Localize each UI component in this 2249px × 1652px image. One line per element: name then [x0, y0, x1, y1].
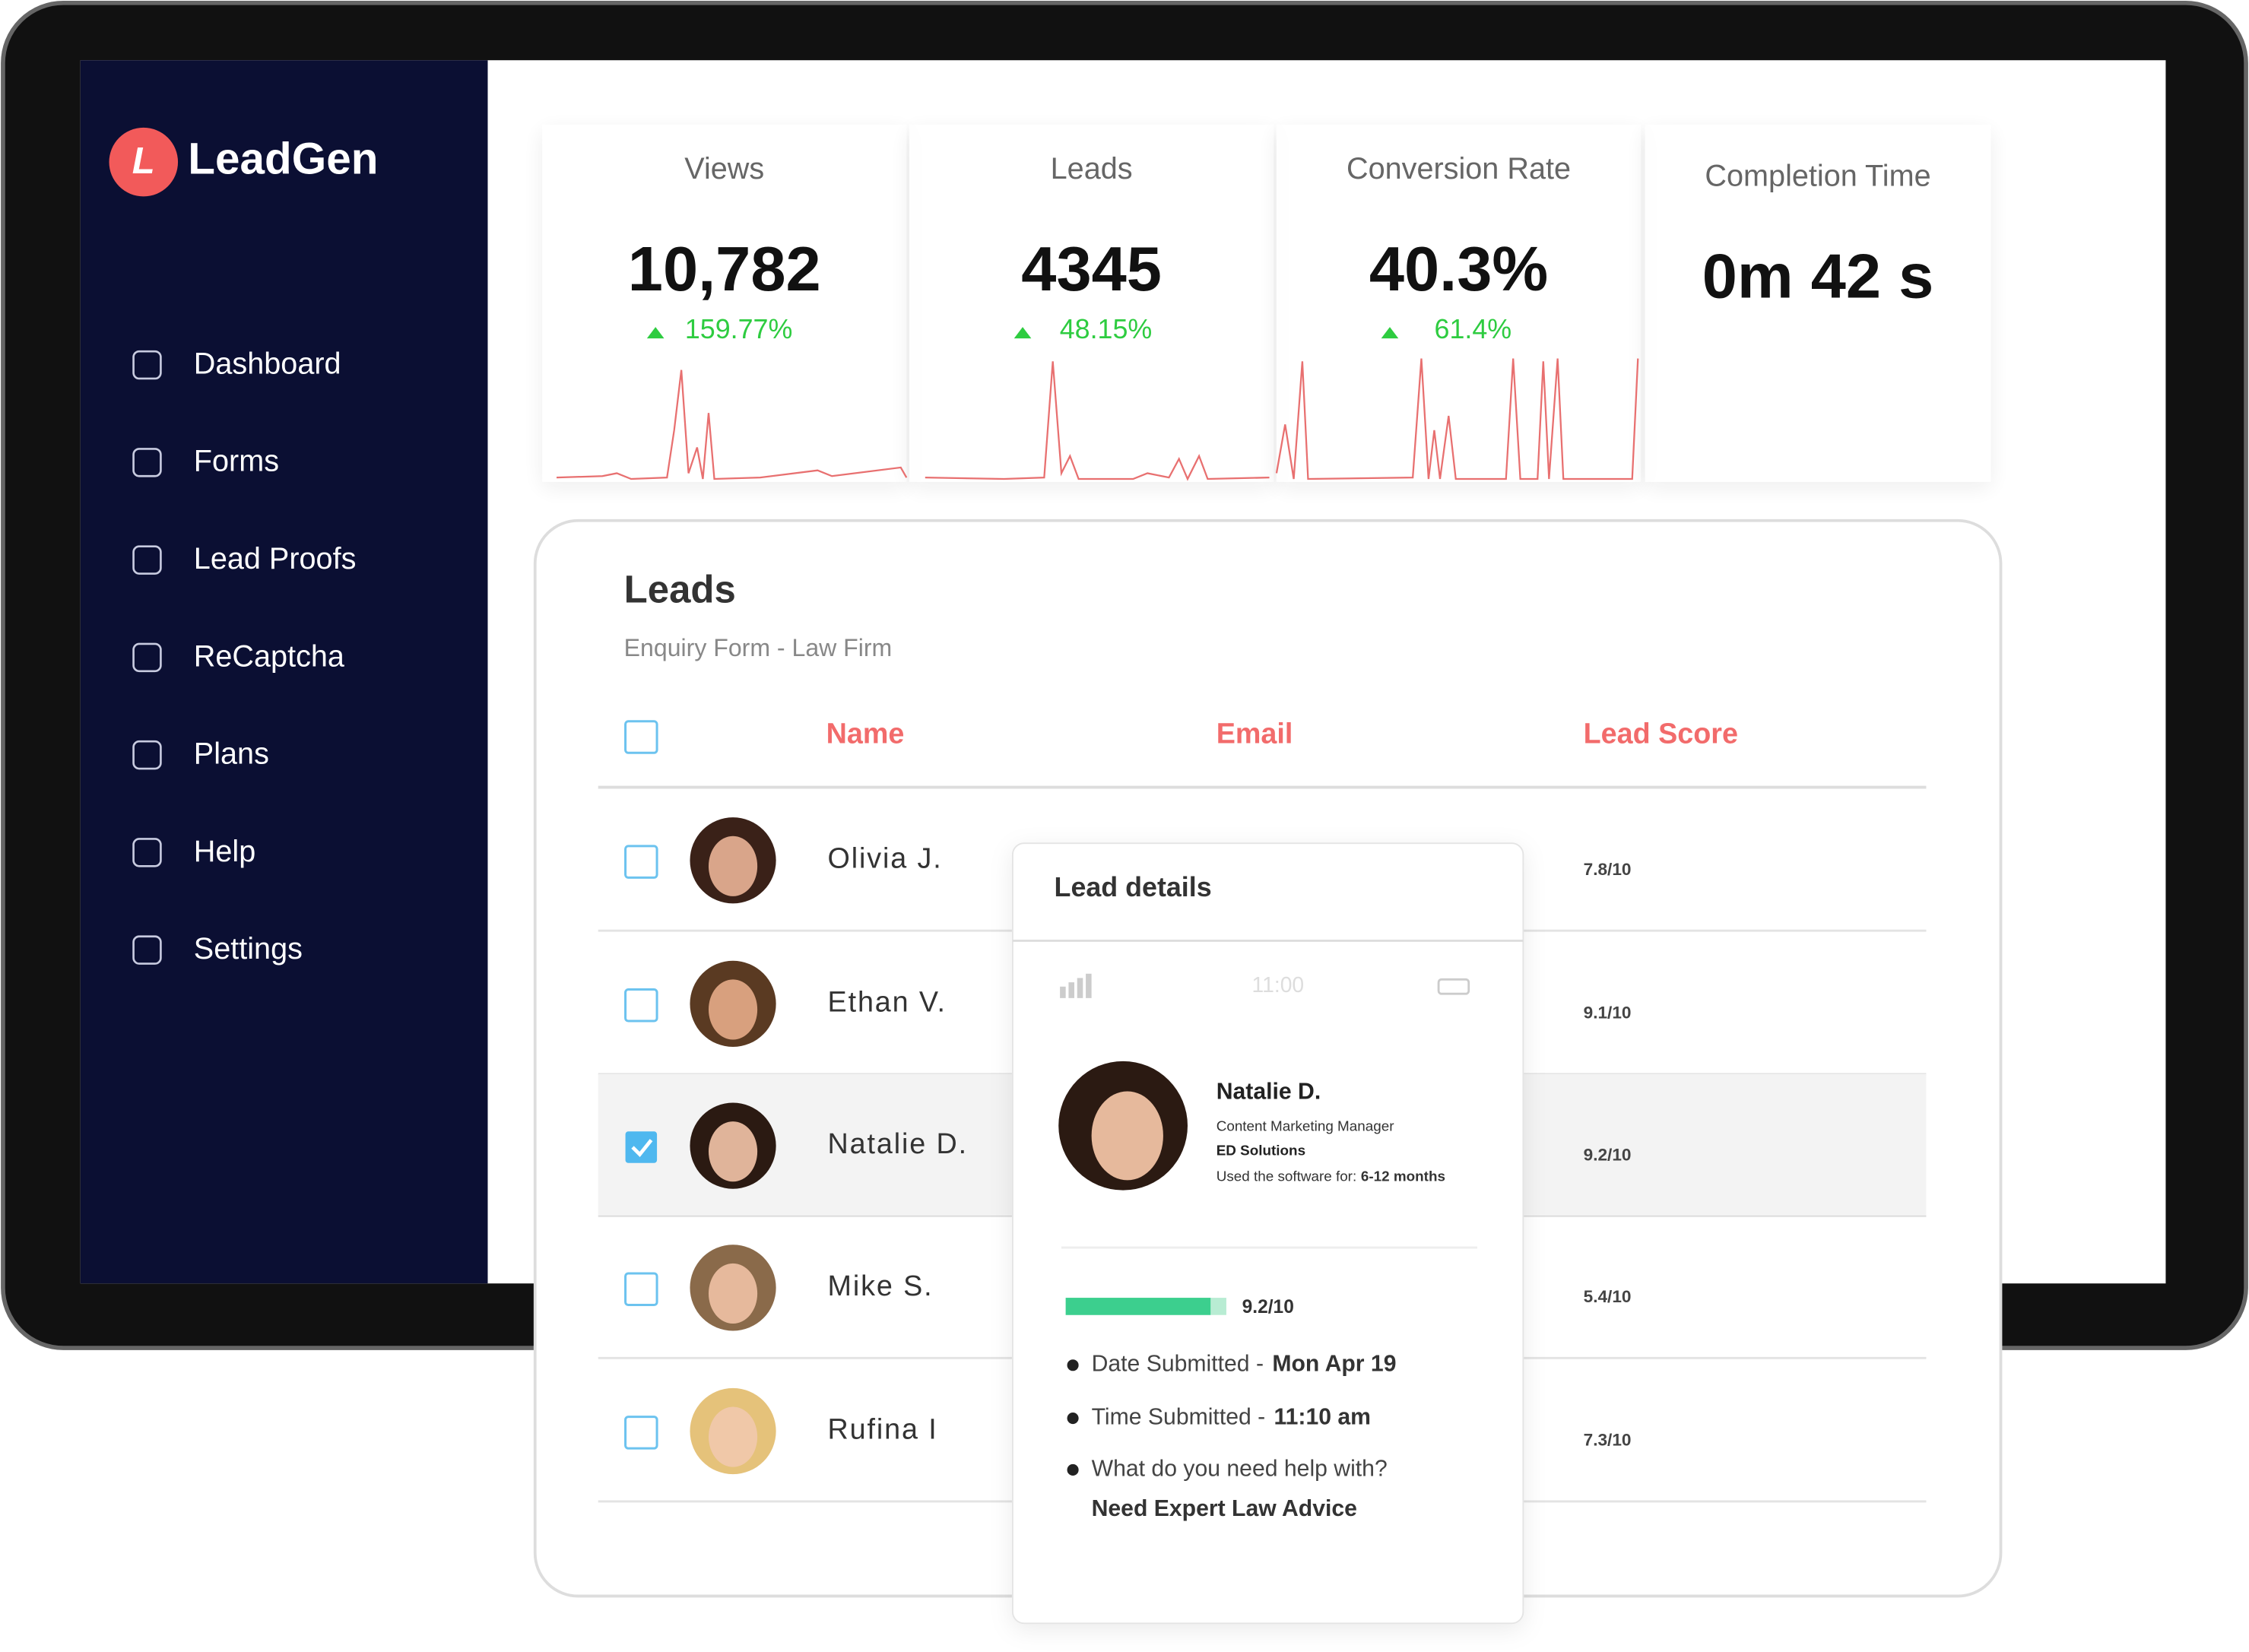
- nav-icon: [132, 545, 162, 575]
- stat-value: 0m 42 s: [1702, 241, 1934, 312]
- score-bar: [1065, 1298, 1211, 1315]
- checkbox[interactable]: [624, 720, 658, 754]
- up-arrow: [1013, 327, 1032, 339]
- details-title: Lead details: [1055, 872, 1212, 902]
- stat-change: 159.77%: [685, 314, 792, 344]
- nav-icon: [132, 740, 162, 770]
- detail-value: 11:10 am: [1274, 1405, 1372, 1430]
- details-name: Natalie D.: [1216, 1079, 1321, 1104]
- avatar-face: [708, 1406, 758, 1467]
- check: [631, 1139, 653, 1157]
- details-usage: Used the software for: 6-12 months: [1216, 1168, 1445, 1184]
- bullet: [1067, 1359, 1079, 1371]
- details-avatar-face: [1091, 1091, 1163, 1181]
- stat-card: [1645, 125, 1991, 482]
- nav-icon: [132, 935, 162, 965]
- stat-change: 61.4%: [1435, 314, 1512, 344]
- checkbox[interactable]: [625, 1131, 658, 1163]
- lead-name: Rufina I: [828, 1413, 938, 1444]
- leads-subtitle: Enquiry Form - Law Firm: [624, 634, 893, 661]
- stat-label: Conversion Rate: [1347, 152, 1571, 185]
- stat-label: Views: [684, 152, 764, 185]
- stat-label: Completion Time: [1705, 159, 1930, 192]
- lead-score: 5.4/10: [1584, 1287, 1632, 1306]
- details-role: Content Marketing Manager: [1216, 1118, 1394, 1134]
- nav-item[interactable]: Plans: [194, 737, 269, 771]
- nav-icon: [132, 350, 162, 380]
- nav-item[interactable]: ReCaptcha: [194, 639, 345, 673]
- checkbox[interactable]: [624, 1272, 658, 1307]
- signal-bar: [1068, 982, 1074, 998]
- nav-item[interactable]: Dashboard: [194, 347, 341, 380]
- column-header: Lead Score: [1584, 718, 1738, 750]
- stat-value: 4345: [1021, 233, 1162, 304]
- nav-icon: [132, 642, 162, 673]
- lead-name: Natalie D.: [828, 1127, 968, 1159]
- lead-score: 7.3/10: [1584, 1431, 1632, 1450]
- bullet: [1067, 1463, 1079, 1476]
- stat-card: [542, 125, 907, 482]
- nav-item[interactable]: Forms: [194, 445, 279, 478]
- lead-name: Mike S.: [828, 1270, 934, 1302]
- details-card: [1011, 842, 1524, 1625]
- details-company: ED Solutions: [1216, 1143, 1305, 1159]
- signal-bar: [1077, 978, 1083, 998]
- leads-title: Leads: [624, 567, 736, 610]
- brand-name: LeadGen: [188, 135, 378, 184]
- lead-score: 7.8/10: [1584, 860, 1632, 879]
- detail-item: Time Submitted -11:10 am: [1092, 1405, 1371, 1430]
- nav-item[interactable]: Lead Proofs: [194, 542, 357, 576]
- detail-item: Date Submitted - Mon Apr 19: [1092, 1352, 1397, 1377]
- details-usage-value: 6-12 months: [1361, 1168, 1445, 1184]
- detail-value: Mon Apr 19: [1272, 1352, 1396, 1377]
- lead-name: Ethan V.: [828, 985, 947, 1017]
- stat-value: 40.3%: [1369, 233, 1548, 304]
- checkbox[interactable]: [624, 1416, 658, 1450]
- avatar-face: [708, 979, 758, 1040]
- status-time: 11:00: [1251, 972, 1304, 997]
- up-arrow: [646, 327, 665, 339]
- stat-card: [909, 125, 1274, 482]
- signal-bar: [1060, 986, 1066, 998]
- stat-change: 48.15%: [1060, 314, 1153, 344]
- logo-initial: L: [132, 141, 155, 182]
- avatar-face: [708, 836, 758, 896]
- detail-answer: Need Expert Law Advice: [1092, 1496, 1357, 1521]
- avatar-face: [708, 1263, 758, 1324]
- up-arrow: [1381, 327, 1399, 339]
- signal-bar: [1086, 973, 1092, 998]
- logo-mark: [109, 127, 179, 197]
- stat-label: Leads: [1051, 152, 1133, 185]
- checkbox[interactable]: [624, 845, 658, 879]
- sparklines: [556, 358, 1639, 481]
- nav-item[interactable]: Settings: [194, 932, 303, 966]
- stat-value: 10,782: [628, 233, 821, 304]
- checkbox[interactable]: [624, 988, 658, 1023]
- lead-name: Olivia J.: [828, 842, 943, 874]
- nav-icon: [132, 448, 162, 477]
- lead-score: 9.2/10: [1584, 1145, 1632, 1164]
- stat-card: [1276, 125, 1642, 482]
- nav-icon: [132, 838, 162, 867]
- bullet: [1067, 1412, 1079, 1425]
- lead-score: 9.1/10: [1584, 1004, 1632, 1023]
- column-header: Email: [1216, 718, 1293, 750]
- nav-item[interactable]: Help: [194, 835, 255, 868]
- details-score: 9.2/10: [1242, 1297, 1294, 1317]
- detail-item: What do you need help with?: [1092, 1456, 1388, 1481]
- column-header: Name: [826, 718, 905, 750]
- battery: [1437, 978, 1470, 995]
- avatar-face: [708, 1121, 758, 1182]
